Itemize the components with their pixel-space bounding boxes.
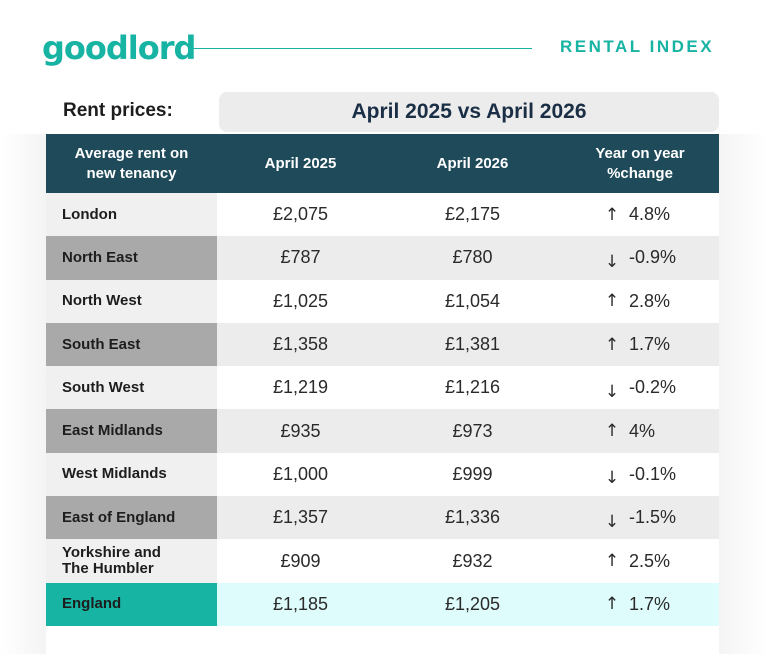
arrow-up-icon: ↑	[604, 334, 620, 355]
yoy-change-cell: ↓ -0.2%	[561, 366, 719, 410]
rent-april-2025: £1,219	[217, 366, 384, 410]
yoy-change-cell: ↑ 2.8%	[561, 279, 719, 323]
rent-april-2026: £1,205	[384, 582, 561, 626]
rent-april-2026: £999	[384, 452, 561, 497]
yoy-change-cell: ↑ 4%	[561, 409, 719, 453]
table-row: London £2,075 £2,175 ↑ 4.8%	[46, 193, 719, 237]
rent-april-2026: £1,216	[384, 366, 561, 410]
yoy-change-value: 4%	[629, 420, 656, 441]
rent-april-2025: £1,000	[217, 452, 384, 497]
rent-april-2026: £1,336	[384, 496, 561, 540]
region-name: London	[46, 193, 217, 237]
arrow-down-icon: ↓	[604, 381, 620, 402]
arrow-up-icon: ↑	[604, 421, 620, 442]
right-shadow	[719, 134, 768, 654]
rent-april-2026: £932	[384, 539, 561, 583]
rent-april-2025: £909	[217, 539, 384, 583]
table-row-total: England £1,185 £1,205 ↑ 1.7%	[46, 582, 719, 626]
yoy-change-value: 2.8%	[629, 290, 671, 311]
arrow-down-icon: ↓	[604, 468, 620, 489]
table-row: West Midlands £1,000 £999 ↓ -0.1%	[46, 452, 719, 497]
rent-table: Average rent on new tenancy April 2025 A…	[46, 134, 719, 626]
region-name: North West	[46, 279, 217, 323]
yoy-change-cell: ↑ 1.7%	[561, 322, 719, 367]
rent-april-2025: £787	[217, 236, 384, 280]
region-name: East of England	[46, 496, 217, 540]
header-april-2026: April 2026	[436, 154, 509, 172]
rent-april-2025: £1,358	[217, 322, 384, 367]
yoy-change-value: 2.5%	[629, 550, 671, 571]
region-name: England	[46, 582, 217, 626]
header-april-2025: April 2025	[264, 154, 337, 172]
yoy-change-cell: ↑ 2.5%	[561, 539, 719, 583]
rent-april-2025: £1,185	[217, 582, 384, 626]
rent-april-2026: £1,054	[384, 279, 561, 323]
region-name: Yorkshire and The Humbler	[46, 539, 217, 583]
region-name: West Midlands	[46, 452, 217, 497]
table-row: North East £787 £780 ↓ -0.9%	[46, 236, 719, 280]
left-shadow	[0, 134, 46, 654]
arrow-up-icon: ↑	[604, 594, 620, 615]
yoy-change-value: -0.9%	[629, 247, 677, 268]
header-average-rent: Average rent on new tenancy	[74, 144, 189, 182]
yoy-change-value: -0.2%	[629, 377, 677, 398]
arrow-down-icon: ↓	[604, 511, 620, 532]
yoy-change-cell: ↑ 1.7%	[561, 582, 719, 626]
rent-april-2026: £2,175	[384, 193, 561, 237]
arrow-up-icon: ↑	[604, 551, 620, 572]
yoy-change-value: -0.1%	[629, 463, 677, 484]
yoy-change-cell: ↓ -0.1%	[561, 452, 719, 497]
rent-april-2025: £1,025	[217, 279, 384, 323]
region-name: East Midlands	[46, 409, 217, 453]
rent-april-2026: £973	[384, 409, 561, 453]
rent-april-2025: £935	[217, 409, 384, 453]
arrow-up-icon: ↑	[604, 291, 620, 312]
header-yoy-change: Year on year %change	[595, 144, 685, 182]
arrow-down-icon: ↓	[604, 251, 620, 272]
arrow-up-icon: ↑	[604, 204, 620, 225]
rent-april-2026: £780	[384, 236, 561, 280]
yoy-change-value: -1.5%	[629, 507, 677, 528]
rental-index-title: RENTAL INDEX	[560, 37, 715, 56]
goodlord-logo: goodlord	[42, 29, 196, 67]
yoy-change-value: 1.7%	[629, 593, 671, 614]
rent-april-2026: £1,381	[384, 322, 561, 367]
rent-prices-label: Rent prices:	[63, 100, 173, 121]
table-body: London £2,075 £2,175 ↑ 4.8% North East £787 £78…	[46, 193, 719, 626]
table-header-row: Average rent on new tenancy April 2025 A…	[46, 134, 719, 193]
yoy-change-value: 1.7%	[629, 334, 671, 355]
table-row: South West £1,219 £1,216 ↓ -0.2%	[46, 366, 719, 410]
rent-april-2025: £1,357	[217, 496, 384, 540]
region-name: South West	[46, 366, 217, 410]
table-row: South East £1,358 £1,381 ↑ 1.7%	[46, 322, 719, 367]
yoy-change-value: 4.8%	[629, 204, 671, 225]
yoy-change-cell: ↓ -0.9%	[561, 236, 719, 280]
table-row: Yorkshire and The Humbler £909 £932 ↑ 2.5%	[46, 539, 719, 583]
rent-april-2025: £2,075	[217, 193, 384, 237]
region-name: North East	[46, 236, 217, 280]
period-comparison-banner: April 2025 vs April 2026	[219, 92, 719, 132]
table-row: East of England £1,357 £1,336 ↓ -1.5%	[46, 496, 719, 540]
yoy-change-cell: ↑ 4.8%	[561, 193, 719, 237]
table-row: North West £1,025 £1,054 ↑ 2.8%	[46, 279, 719, 323]
header-divider	[188, 48, 532, 49]
region-name: South East	[46, 322, 217, 367]
table-row: East Midlands £935 £973 ↑ 4%	[46, 409, 719, 453]
yoy-change-cell: ↓ -1.5%	[561, 496, 719, 540]
